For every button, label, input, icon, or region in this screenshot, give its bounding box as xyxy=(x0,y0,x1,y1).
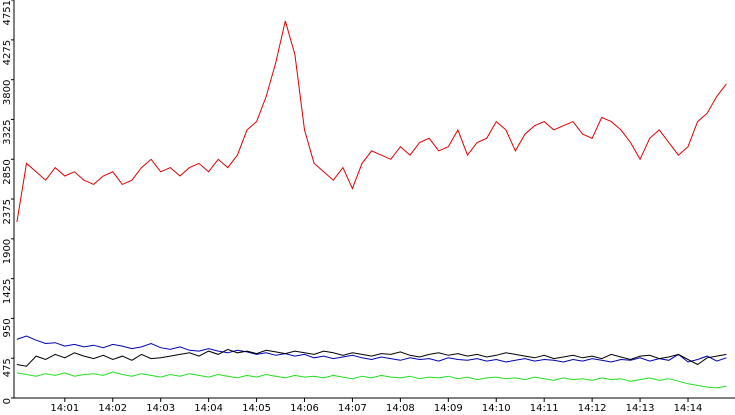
x-tick-label: 14:08 xyxy=(386,403,415,414)
x-tick-label: 14:03 xyxy=(146,403,175,414)
x-tick-label: 14:06 xyxy=(290,403,319,414)
series-line xyxy=(16,348,727,367)
y-tick-label: 4275 xyxy=(2,40,13,65)
y-tick-label: 4751 xyxy=(2,0,13,25)
y-tick-label: 2375 xyxy=(2,199,13,224)
y-tick-label: 3325 xyxy=(2,119,13,144)
x-tick-label: 14:11 xyxy=(530,403,559,414)
x-tick-label: 14:07 xyxy=(338,403,367,414)
x-tick-label: 14:05 xyxy=(242,403,271,414)
x-tick-label: 14:10 xyxy=(482,403,511,414)
x-tick-label: 14:04 xyxy=(194,403,223,414)
x-tick-label: 14:01 xyxy=(50,403,79,414)
x-tick-label: 14:02 xyxy=(98,403,127,414)
series-line xyxy=(16,20,727,223)
y-tick-label: 0 xyxy=(2,398,13,404)
y-tick-label: 1900 xyxy=(2,239,13,264)
x-tick-label: 14:13 xyxy=(626,403,655,414)
x-tick-label: 14:14 xyxy=(674,403,703,414)
y-tick-label: 950 xyxy=(2,318,13,337)
y-tick-label: 3800 xyxy=(2,80,13,105)
y-tick-label: 475 xyxy=(2,358,13,377)
y-tick-label: 2850 xyxy=(2,159,13,184)
y-tick-label: 1425 xyxy=(2,279,13,304)
x-tick-label: 14:12 xyxy=(578,403,607,414)
x-tick-label: 14:09 xyxy=(434,403,463,414)
series-line xyxy=(16,335,727,363)
series-line xyxy=(16,371,727,389)
